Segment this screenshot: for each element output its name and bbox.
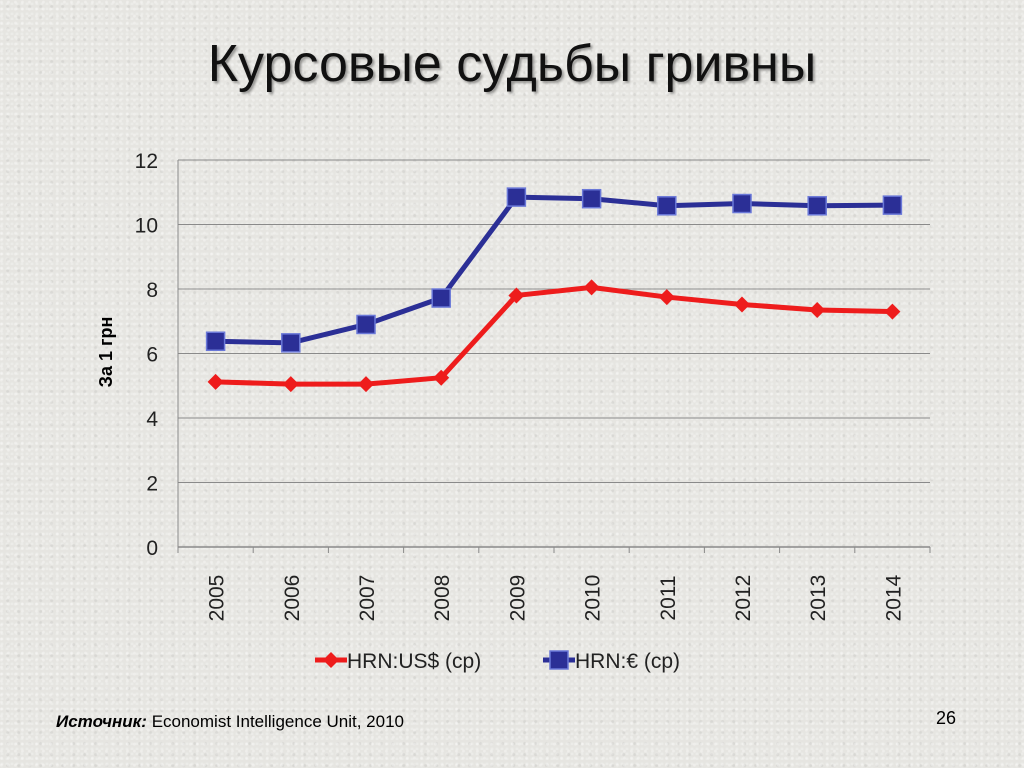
source-text: Economist Intelligence Unit, 2010	[151, 712, 404, 731]
data-point-diamond	[433, 369, 450, 386]
y-tick-label: 6	[146, 344, 158, 367]
legend-item: HRN:US$ (ср)	[315, 650, 481, 673]
data-point-diamond	[207, 373, 224, 390]
y-axis-ticks: 0 2 4 6 8 10 12	[135, 150, 159, 560]
y-tick-label: 8	[146, 279, 158, 302]
page-number: 26	[936, 708, 957, 728]
data-point-square	[882, 195, 903, 215]
data-point-diamond	[583, 279, 600, 296]
series-line	[215, 194, 893, 346]
source-note: Источник: Economist Intelligence Unit, 2…	[56, 712, 404, 732]
legend-item: HRN:€ (ср)	[543, 650, 680, 673]
y-tick-label: 2	[146, 473, 158, 496]
data-point-diamond	[358, 376, 374, 393]
x-tick-label: 2010	[582, 575, 605, 622]
chart-legend: HRN:US$ (ср) HRN:€ (ср)	[315, 650, 680, 673]
x-tick-label: 2013	[807, 575, 830, 622]
data-point-square	[356, 314, 376, 335]
x-tick-label: 2012	[732, 575, 755, 622]
data-point-square	[657, 196, 677, 216]
y-tick-label: 0	[146, 537, 158, 560]
data-point-square	[431, 288, 451, 308]
legend-label: HRN:€ (ср)	[575, 650, 680, 673]
x-tick-label: 2014	[882, 574, 905, 621]
data-point-diamond	[884, 303, 901, 320]
data-point-square	[281, 333, 301, 353]
data-point-square	[581, 188, 602, 209]
data-point-square	[732, 193, 752, 214]
data-point-diamond	[508, 287, 525, 304]
data-point-diamond	[323, 652, 339, 668]
series-hrn-eur	[205, 187, 903, 353]
y-axis-label: За 1 грн	[96, 317, 116, 388]
x-tick-label: 2011	[657, 575, 680, 620]
y-tick-label: 10	[135, 215, 158, 238]
data-point-square	[506, 187, 527, 207]
source-label: Источник:	[56, 712, 147, 731]
x-tick-label: 2005	[206, 575, 229, 622]
data-point-diamond	[282, 376, 299, 393]
series-hrn-usd	[207, 279, 901, 393]
x-tick-label: 2008	[431, 575, 454, 622]
y-tick-label: 12	[135, 150, 158, 173]
data-point-square	[549, 650, 569, 670]
data-point-square	[807, 196, 827, 216]
data-point-diamond	[658, 289, 675, 306]
x-tick-label: 2006	[281, 575, 304, 622]
series-line	[215, 284, 893, 387]
x-axis-ticks: 2005 2006 2007 2008 2009 2010 2011 2012 2013 2014	[206, 574, 906, 621]
legend-label: HRN:US$ (ср)	[347, 650, 481, 673]
data-point-diamond	[734, 296, 750, 313]
x-tick-label: 2007	[356, 575, 379, 622]
chart-series	[205, 187, 903, 393]
x-tick-label: 2009	[506, 575, 529, 622]
data-point-diamond	[809, 301, 826, 318]
y-tick-label: 4	[146, 408, 158, 431]
slide-title: Курсовые судьбы гривны	[207, 35, 817, 93]
chart-axes	[177, 160, 931, 553]
data-point-square	[205, 331, 226, 351]
